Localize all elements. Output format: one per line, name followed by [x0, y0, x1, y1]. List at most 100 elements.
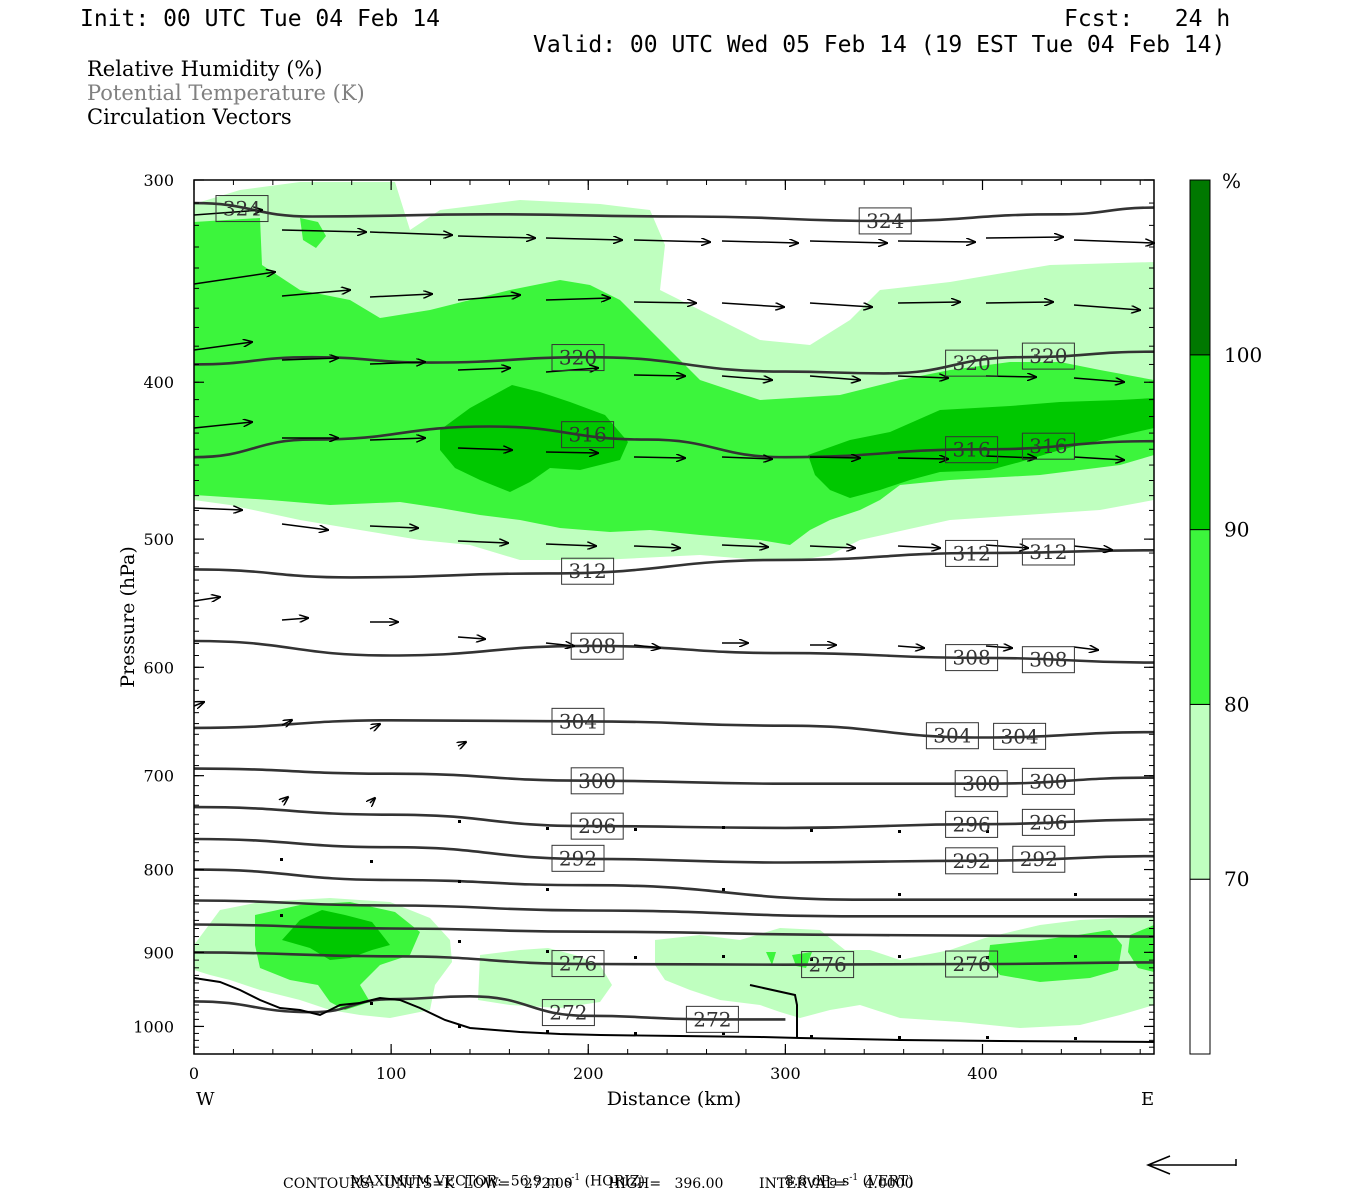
legend-relative-humidity: Relative Humidity (%) [87, 57, 323, 81]
theta-contour-280 [194, 923, 1154, 938]
contour-label-box [1021, 646, 1075, 674]
legend-circulation-vectors: Circulation Vectors [87, 105, 292, 129]
contour-label-312: 312 [569, 559, 607, 583]
colorbar-swatch [1189, 878, 1211, 1055]
colorbar-swatch [1189, 354, 1211, 531]
contour-label-box [945, 644, 999, 672]
potential-temperature-contours [194, 201, 1154, 1021]
contour-label-box [945, 810, 999, 838]
contour-label-box [570, 812, 624, 840]
contour-label-312: 312 [953, 541, 991, 565]
terrain-line [193, 977, 1155, 1043]
contour-label-box [551, 844, 605, 872]
colorbar-swatch [1189, 703, 1211, 880]
max-vector-vert: 8.8 dPa s-1 (VERT) [776, 1157, 914, 1190]
colorbar: 70 80 90 100 [1189, 179, 1262, 1055]
max-vector-vert-unit: dPa s [811, 1173, 850, 1190]
max-vector-vert-exponent: -1 [849, 1173, 859, 1183]
theta-contour-296 [194, 805, 1154, 830]
theta-contour-324 [194, 201, 1154, 223]
contour-label-320: 320 [953, 351, 991, 375]
y-tick-label: 500 [143, 530, 174, 549]
vector-stubs [280, 820, 1077, 1040]
colorbar-level-label: 70 [1224, 867, 1249, 891]
theta-contour-316 [194, 425, 1154, 459]
contour-label-324: 324 [223, 197, 261, 221]
contour-label-box [1021, 808, 1075, 836]
contour-labels: 324 324 320 320 320 316 316 316 312 312 312 308 308 3… [215, 195, 1075, 1033]
contour-label-312: 312 [1029, 540, 1067, 564]
rh-90-core-west [440, 385, 628, 492]
max-vector-horiz-value: 56.9 [510, 1173, 542, 1190]
contour-label-316: 316 [1029, 434, 1067, 458]
contour-label-300: 300 [578, 769, 616, 793]
contour-label-box [551, 707, 605, 735]
contour-label-304: 304 [933, 724, 971, 748]
x-axis-west-label: W [196, 1089, 215, 1110]
max-vector-horiz-exponent: -1 [571, 1173, 581, 1183]
contour-label-308: 308 [1029, 648, 1067, 672]
contour-label-292: 292 [1020, 847, 1058, 871]
theta-contour-284 [194, 899, 1154, 918]
contour-label-box [685, 1005, 739, 1033]
axes: 0 100 200 300 400 300 400 500 600 700 800 900 1000 [133, 171, 1154, 1083]
contour-label-box [1021, 432, 1075, 460]
contour-label-box [1021, 342, 1075, 370]
contour-label-316: 316 [953, 438, 991, 462]
plot-frame [193, 179, 1155, 1055]
contour-label-box [561, 421, 615, 449]
y-tick-label: 800 [143, 861, 174, 880]
colorbar-unit: % [1222, 169, 1241, 193]
y-tick-label: 300 [143, 171, 174, 190]
contour-label-308: 308 [578, 634, 616, 658]
contour-label-box [945, 436, 999, 464]
contour-label-box [954, 770, 1008, 798]
theta-contour-288 [194, 868, 1154, 902]
colorbar-level-label: 80 [1224, 692, 1249, 716]
max-vector-vert-value: 8.8 [784, 1173, 808, 1190]
rh-80-lower-region-east [988, 930, 1122, 982]
contour-label-276: 276 [953, 952, 991, 976]
contour-label-box [1012, 845, 1066, 873]
contour-label-box [858, 207, 912, 235]
max-vector-line: MAXIMUM VECTOR: 56.9 m s-1 (HORIZ) [341, 1157, 645, 1190]
init-label: Init: 00 UTC Tue 04 Feb 14 [80, 6, 441, 32]
x-axis-east-label: E [1141, 1089, 1154, 1110]
contour-label-box [945, 539, 999, 567]
contour-label-300: 300 [962, 772, 1000, 796]
valid-time-label: Valid: 00 UTC Wed 05 Feb 14 (19 EST Tue … [533, 32, 1226, 58]
x-tick-label: 300 [770, 1064, 801, 1083]
contour-label-316: 316 [569, 423, 607, 447]
max-vector-label: MAXIMUM VECTOR: [349, 1173, 502, 1190]
forecast-hour-label: Fcst: 24 h [1064, 6, 1231, 32]
x-axis-label: Distance (km) [607, 1088, 742, 1110]
colorbar-swatch [1189, 529, 1211, 705]
y-tick-label: 400 [143, 373, 174, 392]
y-tick-label: 900 [143, 943, 174, 962]
contour-label-300: 300 [1029, 769, 1067, 793]
contour-label-324: 324 [866, 209, 904, 233]
contour-label-box [551, 950, 605, 978]
contour-label-box [541, 999, 595, 1027]
contour-label-296: 296 [1029, 810, 1067, 834]
rh-90-core-east [808, 398, 1154, 498]
contour-label-box [551, 344, 605, 372]
contour-label-276: 276 [809, 953, 847, 977]
contour-label-292: 292 [559, 846, 597, 870]
x-tick-label: 200 [573, 1064, 604, 1083]
theta-contour-276 [194, 951, 1154, 967]
contour-label-box [801, 951, 855, 979]
rh-90-lower-core [282, 910, 390, 960]
x-tick-label: 100 [376, 1064, 407, 1083]
max-vector-horiz-tag: (HORIZ) [584, 1173, 645, 1190]
rh-80-upper-tongue [300, 218, 326, 248]
contour-label-box [1021, 767, 1075, 795]
y-tick-label: 1000 [133, 1017, 174, 1036]
contour-label-box [561, 557, 615, 585]
theta-contour-308 [194, 639, 1154, 664]
max-vector-vert-tag: (VERT) [862, 1173, 914, 1190]
contour-label-304: 304 [559, 709, 597, 733]
x-tick-label: 0 [189, 1064, 199, 1083]
contour-label-304: 304 [1001, 724, 1039, 748]
